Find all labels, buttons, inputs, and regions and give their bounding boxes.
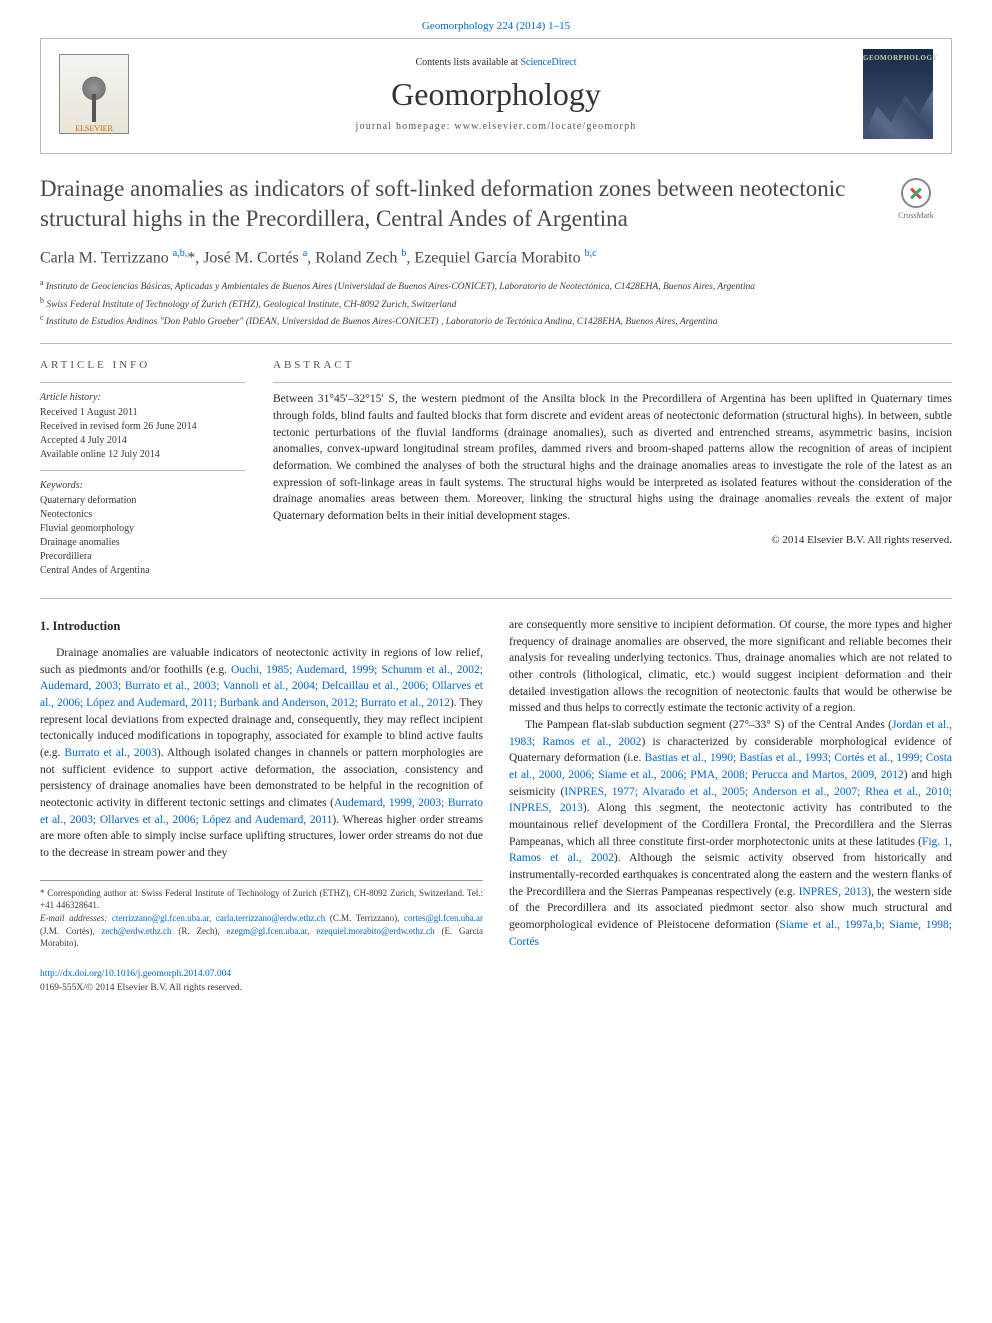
journal-header-center: Contents lists available at ScienceDirec… bbox=[129, 57, 863, 132]
abstract: abstract Between 31°45′–32°15′ S, the we… bbox=[273, 358, 952, 577]
figure-link[interactable]: Fig. 1 bbox=[922, 836, 949, 848]
section-heading: 1. Introduction bbox=[40, 617, 483, 635]
corr-author-line: * Corresponding author at: Swiss Federal… bbox=[40, 887, 483, 912]
abstract-heading: abstract bbox=[273, 358, 952, 374]
affiliation-c: c Instituto de Estudios Andinos "Don Pab… bbox=[40, 312, 952, 329]
top-citation-link[interactable]: Geomorphology 224 (2014) 1–15 bbox=[422, 20, 570, 32]
citation-link[interactable]: Burrato et al., 2003 bbox=[64, 747, 156, 759]
article-title: Drainage anomalies as indicators of soft… bbox=[40, 174, 866, 234]
history-line: Accepted 4 July 2014 bbox=[40, 434, 245, 448]
article-info: article info Article history: Received 1… bbox=[40, 358, 245, 577]
publisher-logo: ELSEVIER bbox=[59, 54, 129, 134]
article-info-heading: article info bbox=[40, 358, 245, 373]
cover-label: GEOMORPHOLOGY bbox=[863, 54, 938, 62]
keyword: Quaternary deformation bbox=[40, 494, 245, 508]
journal-cover-thumbnail: GEOMORPHOLOGY bbox=[863, 49, 933, 139]
contents-prefix: Contents lists available at bbox=[415, 57, 520, 68]
body-columns: 1. Introduction Drainage anomalies are v… bbox=[40, 617, 952, 950]
rule-info-1 bbox=[40, 382, 245, 383]
history-line: Available online 12 July 2014 bbox=[40, 448, 245, 462]
email-link[interactable]: cterrizzano@gl.fcen.uba.ar, carla.terriz… bbox=[112, 913, 325, 923]
info-abstract-row: article info Article history: Received 1… bbox=[40, 358, 952, 577]
crossmark-icon bbox=[901, 178, 931, 208]
affiliation-b: b Swiss Federal Institute of Technology … bbox=[40, 295, 952, 312]
contents-line: Contents lists available at ScienceDirec… bbox=[129, 57, 863, 68]
affiliation-a: a Instituto de Geociencias Básicas, Apli… bbox=[40, 277, 952, 294]
sciencedirect-link[interactable]: ScienceDirect bbox=[520, 57, 576, 68]
keyword: Neotectonics bbox=[40, 508, 245, 522]
email-link[interactable]: ezequiel.morabito@erdw.ethz.ch bbox=[316, 926, 434, 936]
email-label: E-mail addresses: bbox=[40, 913, 112, 923]
journal-homepage: journal homepage: www.elsevier.com/locat… bbox=[129, 121, 863, 132]
keyword: Precordillera bbox=[40, 550, 245, 564]
publisher-logo-label: ELSEVIER bbox=[75, 124, 113, 133]
citation-link[interactable]: Ramos et al., 2002 bbox=[509, 852, 614, 864]
abstract-text: Between 31°45′–32°15′ S, the western pie… bbox=[273, 391, 952, 524]
issn-copyright: 0169-555X/© 2014 Elsevier B.V. All right… bbox=[40, 983, 242, 993]
email-link[interactable]: zech@erdw.ethz.ch bbox=[101, 926, 171, 936]
keyword: Fluvial geomorphology bbox=[40, 522, 245, 536]
body-paragraph: The Pampean flat-slab subduction segment… bbox=[509, 717, 952, 950]
bottom-bar: http://dx.doi.org/10.1016/j.geomorph.201… bbox=[40, 968, 952, 995]
rule-info-2 bbox=[40, 470, 245, 471]
title-row: Drainage anomalies as indicators of soft… bbox=[40, 174, 952, 248]
email-link[interactable]: ezegm@gl.fcen.uba.ar bbox=[227, 926, 308, 936]
crossmark-badge[interactable]: CrossMark bbox=[880, 178, 952, 220]
authors-line: Carla M. Terrizzano a,b,*, José M. Corté… bbox=[40, 248, 952, 267]
citation-link[interactable]: INPRES, 2013 bbox=[799, 886, 868, 898]
doi-link[interactable]: http://dx.doi.org/10.1016/j.geomorph.201… bbox=[40, 969, 231, 979]
body-paragraph: are consequently more sensitive to incip… bbox=[509, 617, 952, 717]
crossmark-label: CrossMark bbox=[898, 211, 934, 220]
history-line: Received 1 August 2011 bbox=[40, 406, 245, 420]
corresponding-author-footnote: * Corresponding author at: Swiss Federal… bbox=[40, 880, 483, 950]
journal-name: Geomorphology bbox=[129, 76, 863, 113]
history-label: Article history: bbox=[40, 391, 245, 405]
email-link[interactable]: cortes@gl.fcen.uba.ar bbox=[404, 913, 483, 923]
keywords-label: Keywords: bbox=[40, 479, 245, 493]
journal-header: ELSEVIER Contents lists available at Sci… bbox=[40, 38, 952, 154]
rule-abstract bbox=[273, 382, 952, 383]
top-citation: Geomorphology 224 (2014) 1–15 bbox=[40, 20, 952, 32]
body-paragraph: Drainage anomalies are valuable indicato… bbox=[40, 645, 483, 862]
abstract-copyright: © 2014 Elsevier B.V. All rights reserved… bbox=[273, 533, 952, 549]
elsevier-tree-icon bbox=[75, 74, 113, 122]
affiliations: a Instituto de Geociencias Básicas, Apli… bbox=[40, 277, 952, 329]
rule-below-abstract bbox=[40, 598, 952, 599]
emails-line: E-mail addresses: cterrizzano@gl.fcen.ub… bbox=[40, 912, 483, 950]
keyword: Central Andes of Argentina bbox=[40, 564, 245, 578]
keyword: Drainage anomalies bbox=[40, 536, 245, 550]
history-line: Received in revised form 26 June 2014 bbox=[40, 420, 245, 434]
rule-above-info bbox=[40, 343, 952, 344]
